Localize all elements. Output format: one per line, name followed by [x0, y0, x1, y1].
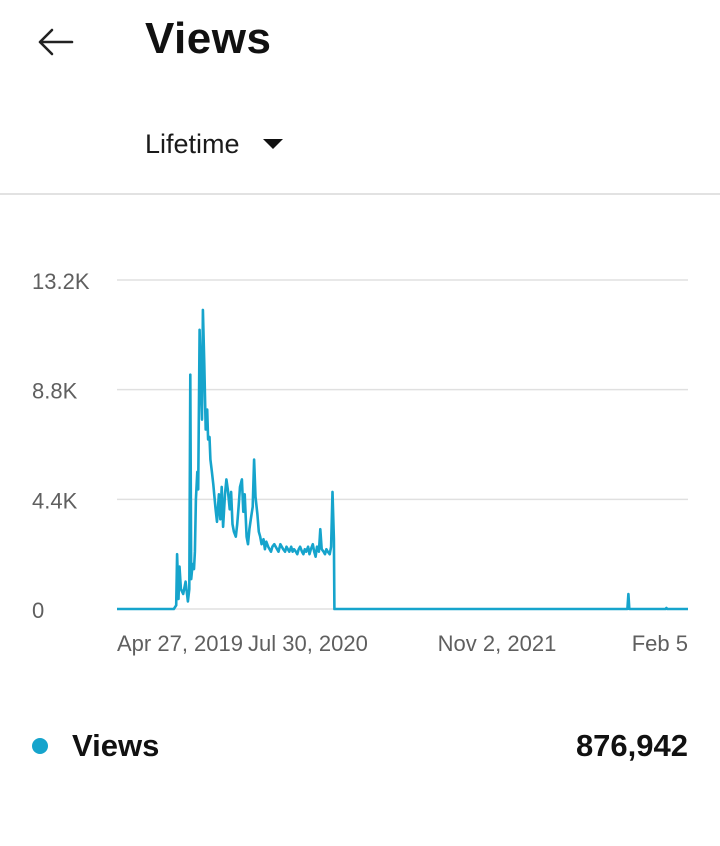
legend-label: Views: [72, 728, 160, 763]
y-tick-label: 13.2K: [32, 269, 90, 294]
dropdown-triangle-icon: [262, 138, 284, 150]
chart-legend: Views 876,942: [0, 720, 720, 774]
page-title: Views: [145, 14, 272, 63]
y-tick-label: 0: [32, 598, 44, 623]
range-dropdown-label: Lifetime: [145, 128, 240, 159]
views-series-line: [117, 308, 688, 611]
y-tick-label: 4.4K: [32, 488, 78, 513]
x-tick-label: Apr 27, 2019: [117, 631, 243, 656]
x-tick-label: Jul 30, 2020: [248, 631, 368, 656]
y-tick-label: 8.8K: [32, 379, 78, 404]
app-header: Views: [0, 0, 720, 90]
legend-dot-icon: [32, 738, 48, 754]
total-views-value: 876,942: [575, 728, 688, 763]
header-divider: [0, 193, 720, 195]
views-line-chart: 13.2K 8.8K 4.4K 0 Apr 27, 2019 Jul 30, 2020 No…: [32, 269, 688, 656]
range-dropdown[interactable]: Lifetime: [145, 122, 284, 166]
back-arrow-icon: [38, 28, 74, 56]
x-tick-label: Feb 5: [632, 631, 688, 656]
x-tick-label: Nov 2, 2021: [438, 631, 557, 656]
back-button[interactable]: [30, 20, 80, 64]
